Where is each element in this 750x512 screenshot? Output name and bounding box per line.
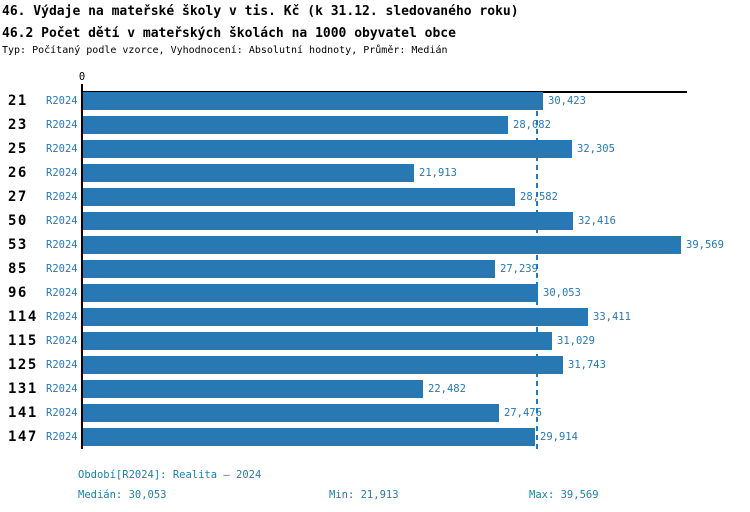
series-label: R2024	[46, 335, 78, 347]
category-label: 23	[8, 117, 28, 133]
bar	[83, 308, 588, 326]
series-label: R2024	[46, 191, 78, 203]
value-label: 22,482	[428, 383, 466, 395]
category-label: 125	[8, 357, 38, 373]
category-label: 114	[8, 309, 38, 325]
value-label: 30,423	[548, 95, 586, 107]
bar	[83, 212, 573, 230]
category-label: 21	[8, 93, 28, 109]
bar	[83, 284, 538, 302]
min-stat: Min: 21,913	[329, 489, 399, 501]
series-label: R2024	[46, 95, 78, 107]
value-label: 30,053	[543, 287, 581, 299]
series-label: R2024	[46, 383, 78, 395]
bar	[83, 164, 414, 182]
value-label: 21,913	[419, 167, 457, 179]
period-legend: Období[R2024]: Realita – 2024	[78, 469, 262, 481]
bar-row: 21 R2024 30,423	[0, 92, 750, 110]
x-axis-zero-label: 0	[78, 71, 86, 83]
value-label: 39,569	[686, 239, 724, 251]
series-label: R2024	[46, 359, 78, 371]
bar-row: 147 R2024 29,914	[0, 428, 750, 446]
value-label: 32,416	[578, 215, 616, 227]
bar-row: 131 R2024 22,482	[0, 380, 750, 398]
category-label: 25	[8, 141, 28, 157]
series-label: R2024	[46, 287, 78, 299]
bar-row: 23 R2024 28,082	[0, 116, 750, 134]
bar	[83, 140, 572, 158]
bar	[83, 332, 552, 350]
value-label: 31,029	[557, 335, 595, 347]
series-label: R2024	[46, 311, 78, 323]
value-label: 28,582	[520, 191, 558, 203]
category-label: 85	[8, 261, 28, 277]
chart-title: 46. Výdaje na mateřské školy v tis. Kč (…	[2, 4, 519, 19]
bar	[83, 356, 563, 374]
value-label: 27,239	[500, 263, 538, 275]
bar-row: 26 R2024 21,913	[0, 164, 750, 182]
bar	[83, 92, 543, 110]
value-label: 31,743	[568, 359, 606, 371]
category-label: 53	[8, 237, 28, 253]
category-label: 141	[8, 405, 38, 421]
series-label: R2024	[46, 431, 78, 443]
value-label: 33,411	[593, 311, 631, 323]
series-label: R2024	[46, 215, 78, 227]
bar-row: 125 R2024 31,743	[0, 356, 750, 374]
value-label: 29,914	[540, 431, 578, 443]
bar	[83, 428, 535, 446]
bar	[83, 380, 423, 398]
series-label: R2024	[46, 239, 78, 251]
bar	[83, 188, 515, 206]
bar	[83, 116, 508, 134]
chart-subtitle: 46.2 Počet dětí v mateřských školách na …	[2, 26, 456, 41]
category-label: 26	[8, 165, 28, 181]
median-line	[536, 93, 538, 449]
category-label: 147	[8, 429, 38, 445]
value-label: 32,305	[577, 143, 615, 155]
max-stat: Max: 39,569	[529, 489, 599, 501]
bar-row: 141 R2024 27,476	[0, 404, 750, 422]
bar-row: 25 R2024 32,305	[0, 140, 750, 158]
category-label: 27	[8, 189, 28, 205]
bar-rows: 21 R2024 30,423 23 R2024 28,082 25 R2024 32,305 2…	[0, 92, 750, 452]
median-stat: Medián: 30,053	[78, 489, 167, 501]
category-label: 96	[8, 285, 28, 301]
bar-row: 114 R2024 33,411	[0, 308, 750, 326]
value-label: 28,082	[513, 119, 551, 131]
series-label: R2024	[46, 407, 78, 419]
bar-row: 96 R2024 30,053	[0, 284, 750, 302]
category-label: 115	[8, 333, 38, 349]
series-label: R2024	[46, 119, 78, 131]
y-axis-line	[81, 84, 83, 449]
bar-row: 115 R2024 31,029	[0, 332, 750, 350]
series-label: R2024	[46, 167, 78, 179]
bar	[83, 236, 681, 254]
bar	[83, 260, 495, 278]
bar-row: 85 R2024 27,239	[0, 260, 750, 278]
series-label: R2024	[46, 263, 78, 275]
value-label: 27,476	[504, 407, 542, 419]
bar	[83, 404, 499, 422]
category-label: 131	[8, 381, 38, 397]
bar-row: 50 R2024 32,416	[0, 212, 750, 230]
category-label: 50	[8, 213, 28, 229]
bar-row: 27 R2024 28,582	[0, 188, 750, 206]
chart-meta-line: Typ: Počítaný podle vzorce, Vyhodnocení:…	[2, 45, 448, 56]
bar-row: 53 R2024 39,569	[0, 236, 750, 254]
series-label: R2024	[46, 143, 78, 155]
